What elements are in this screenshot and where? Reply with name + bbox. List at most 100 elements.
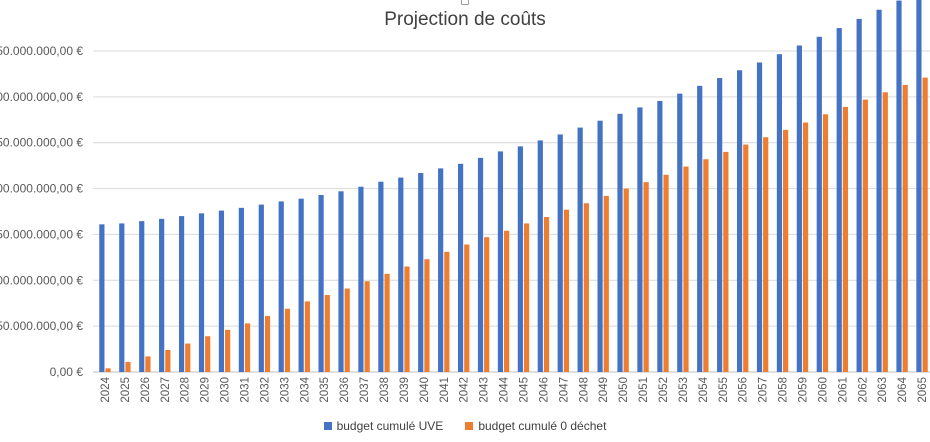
bar-zero-dechet-2064[interactable] [902,84,908,372]
bar-uve-2057[interactable] [756,62,763,372]
x-tick-label: 2027 [160,377,172,403]
bar-uve-2058[interactable] [776,54,783,373]
bar-zero-dechet-2043[interactable] [484,237,490,372]
bar-uve-2061[interactable] [836,28,842,372]
bar-zero-dechet-2028[interactable] [185,343,191,372]
bar-zero-dechet-2036[interactable] [344,288,350,372]
bar-uve-2065[interactable] [916,0,922,373]
bar-zero-dechet-2062[interactable] [862,99,868,372]
bar-zero-dechet-2040[interactable] [424,259,430,372]
chart-selection-handle[interactable] [461,0,469,5]
bar-uve-2035[interactable] [318,194,324,372]
bar-uve-2046[interactable] [537,140,543,372]
bar-zero-dechet-2057[interactable] [763,137,769,372]
bar-uve-2040[interactable] [418,172,424,372]
bar-zero-dechet-2051[interactable] [643,182,649,372]
bar-zero-dechet-2033[interactable] [284,308,291,372]
bar-zero-dechet-2053[interactable] [683,166,689,372]
bar-zero-dechet-2025[interactable] [125,361,131,372]
bar-uve-2030[interactable] [218,210,225,372]
x-tick-label: 2043 [479,377,491,403]
bar-zero-dechet-2029[interactable] [205,336,211,372]
y-tick-label: 200.000.000,00 € [0,182,83,196]
bar-uve-2025[interactable] [119,223,125,372]
bar-uve-2049[interactable] [597,120,603,373]
legend-label-uve: budget cumulé UVE [336,419,444,433]
bar-zero-dechet-2024[interactable] [105,368,111,372]
bar-uve-2054[interactable] [697,85,703,372]
bar-uve-2064[interactable] [896,0,902,373]
bar-zero-dechet-2044[interactable] [504,230,510,372]
bar-zero-dechet-2061[interactable] [842,106,849,373]
bar-uve-2059[interactable] [796,45,802,373]
bar-zero-dechet-2052[interactable] [663,174,669,372]
bar-uve-2031[interactable] [238,207,244,372]
bar-zero-dechet-2027[interactable] [165,349,171,372]
bar-uve-2062[interactable] [856,18,862,373]
bar-zero-dechet-2059[interactable] [802,122,809,372]
bar-zero-dechet-2056[interactable] [743,144,749,372]
bar-zero-dechet-2042[interactable] [464,244,470,372]
bar-uve-2051[interactable] [637,107,643,372]
legend: budget cumulé UVE budget cumulé 0 déchet [0,419,930,433]
bar-zero-dechet-2026[interactable] [145,356,151,372]
bar-uve-2047[interactable] [557,134,563,372]
bar-uve-2027[interactable] [159,218,165,372]
bar-uve-2056[interactable] [736,70,743,372]
legend-swatch-uve [323,422,332,430]
bar-uve-2038[interactable] [378,181,384,372]
bar-uve-2026[interactable] [139,221,145,372]
bar-uve-2033[interactable] [278,201,284,372]
bar-zero-dechet-2054[interactable] [703,159,709,372]
bar-zero-dechet-2039[interactable] [404,266,410,372]
gridlines [93,50,930,373]
bar-uve-2043[interactable] [477,157,484,372]
bar-zero-dechet-2041[interactable] [444,251,450,372]
bar-uve-2024[interactable] [99,224,105,372]
bar-uve-2050[interactable] [617,113,623,373]
bar-zero-dechet-2035[interactable] [324,294,330,372]
bar-zero-dechet-2031[interactable] [244,323,251,372]
bar-uve-2053[interactable] [677,93,683,372]
bar-uve-2037[interactable] [358,186,364,372]
bar-zero-dechet-2047[interactable] [563,209,570,372]
bar-zero-dechet-2037[interactable] [364,281,370,372]
bar-zero-dechet-2060[interactable] [822,114,829,372]
bar-zero-dechet-2030[interactable] [225,329,231,372]
bar-uve-2045[interactable] [517,146,523,372]
x-tick-label: 2026 [140,377,152,403]
bar-uve-2055[interactable] [717,78,723,372]
y-tick-label: 150.000.000,00 € [0,227,83,241]
bar-zero-dechet-2050[interactable] [623,188,629,372]
bar-zero-dechet-2058[interactable] [783,129,789,372]
bar-uve-2041[interactable] [438,168,444,372]
legend-swatch-zero-dechet [465,422,474,430]
bar-zero-dechet-2046[interactable] [543,217,550,372]
bar-uve-2048[interactable] [577,127,583,373]
bar-uve-2039[interactable] [398,177,404,372]
bar-uve-2028[interactable] [178,216,185,372]
bar-zero-dechet-2045[interactable] [523,223,530,372]
bar-uve-2060[interactable] [816,36,822,372]
bar-uve-2034[interactable] [298,198,304,372]
x-tick-label: 2038 [379,377,391,403]
bar-zero-dechet-2032[interactable] [264,316,271,372]
bar-zero-dechet-2065[interactable] [922,77,928,373]
bar-uve-2032[interactable] [258,204,264,372]
bar-zero-dechet-2048[interactable] [583,203,589,372]
bar-zero-dechet-2049[interactable] [603,195,609,372]
bar-zero-dechet-2038[interactable] [384,273,390,372]
bar-uve-2063[interactable] [876,9,882,372]
bar-uve-2029[interactable] [198,213,205,372]
y-tick-label: 0,00 € [50,365,84,379]
bar-zero-dechet-2063[interactable] [882,92,888,373]
bar-uve-2042[interactable] [457,163,464,372]
bar-uve-2052[interactable] [657,100,663,372]
bar-uve-2044[interactable] [497,151,504,372]
bar-zero-dechet-2034[interactable] [304,301,310,372]
bar-uve-2036[interactable] [338,191,344,372]
bar-zero-dechet-2055[interactable] [723,151,729,372]
y-axis-ticks: 0,00 € 50.000.000,00 € 100.000.000,00 € 150… [0,44,83,379]
x-tick-label: 2045 [518,377,530,403]
